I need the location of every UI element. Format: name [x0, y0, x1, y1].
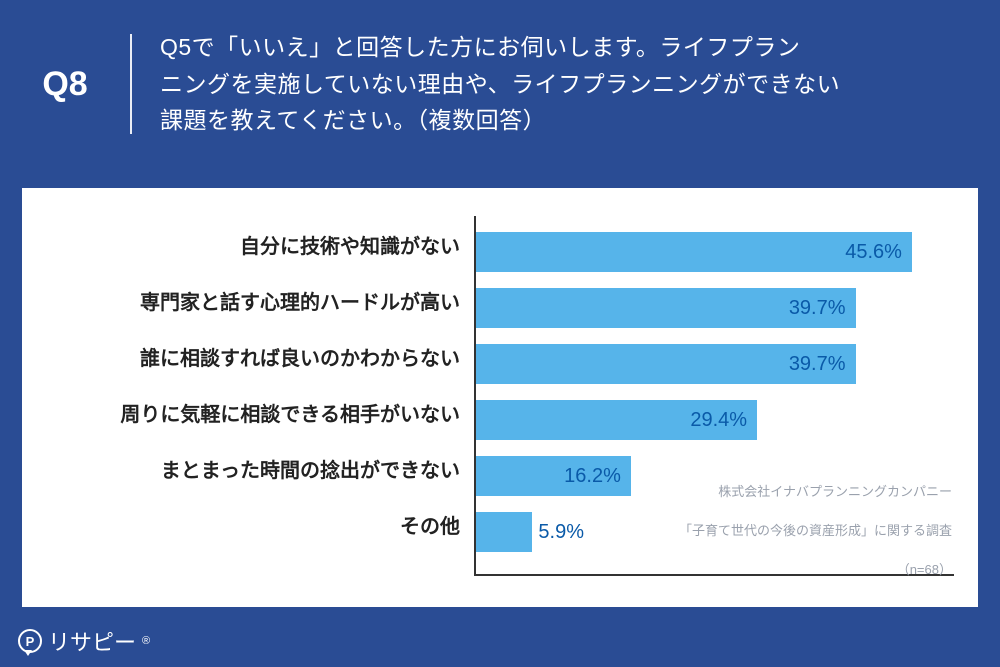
question-header: Q8 Q5で「いいえ」と回答した方にお伺いします。ライフプラン ニングを実施して…	[0, 0, 1000, 168]
brand-name: リサピー	[48, 625, 136, 657]
bar-value: 16.2%	[564, 465, 621, 488]
bar-value: 29.4%	[690, 409, 747, 432]
bar: 45.6%	[476, 232, 912, 272]
header-divider	[130, 34, 132, 134]
question-number: Q8	[0, 0, 130, 168]
bar: 16.2%	[476, 456, 631, 496]
speech-bubble-icon: P	[18, 629, 42, 653]
bar: 39.7%	[476, 288, 856, 328]
bar-row: 45.6%	[476, 224, 954, 280]
category-label: 自分に技術や知識がない	[34, 216, 474, 272]
category-label: 誰に相談すれば良いのかわからない	[34, 328, 474, 384]
category-label: まとまった時間の捻出ができない	[34, 440, 474, 496]
bar-value: 39.7%	[789, 353, 846, 376]
bar: 39.7%	[476, 344, 856, 384]
category-label: 周りに気軽に相談できる相手がいない	[34, 384, 474, 440]
trademark-icon: ®︎	[142, 635, 150, 647]
source-attribution: 株式会社イナバプランニングカンパニー 「子育て世代の今後の資産形成」に関する調査…	[679, 463, 952, 600]
source-line-3: （n=68）	[679, 560, 952, 580]
brand-logo: P リサピー ®︎	[18, 625, 150, 657]
question-text: Q5で「いいえ」と回答した方にお伺いします。ライフプラン ニングを実施していない…	[160, 29, 960, 139]
bar-value: 5.9%	[538, 521, 584, 544]
category-label: その他	[34, 496, 474, 552]
category-labels: 自分に技術や知識がない専門家と話す心理的ハードルが高い誰に相談すれば良いのかわか…	[34, 216, 474, 576]
page: Q8 Q5で「いいえ」と回答した方にお伺いします。ライフプラン ニングを実施して…	[0, 0, 1000, 667]
source-line-1: 株式会社イナバプランニングカンパニー	[679, 482, 952, 502]
source-line-2: 「子育て世代の今後の資産形成」に関する調査	[679, 521, 952, 541]
footer-bar: P リサピー ®︎	[0, 615, 1000, 667]
bar-value: 39.7%	[789, 297, 846, 320]
bar-row: 39.7%	[476, 280, 954, 336]
bar-value: 45.6%	[845, 241, 902, 264]
category-label: 専門家と話す心理的ハードルが高い	[34, 272, 474, 328]
bar: 5.9%	[476, 512, 532, 552]
chart-panel: 自分に技術や知識がない専門家と話す心理的ハードルが高い誰に相談すれば良いのかわか…	[22, 188, 978, 607]
bar-row: 29.4%	[476, 392, 954, 448]
bar-row: 39.7%	[476, 336, 954, 392]
bar: 29.4%	[476, 400, 757, 440]
